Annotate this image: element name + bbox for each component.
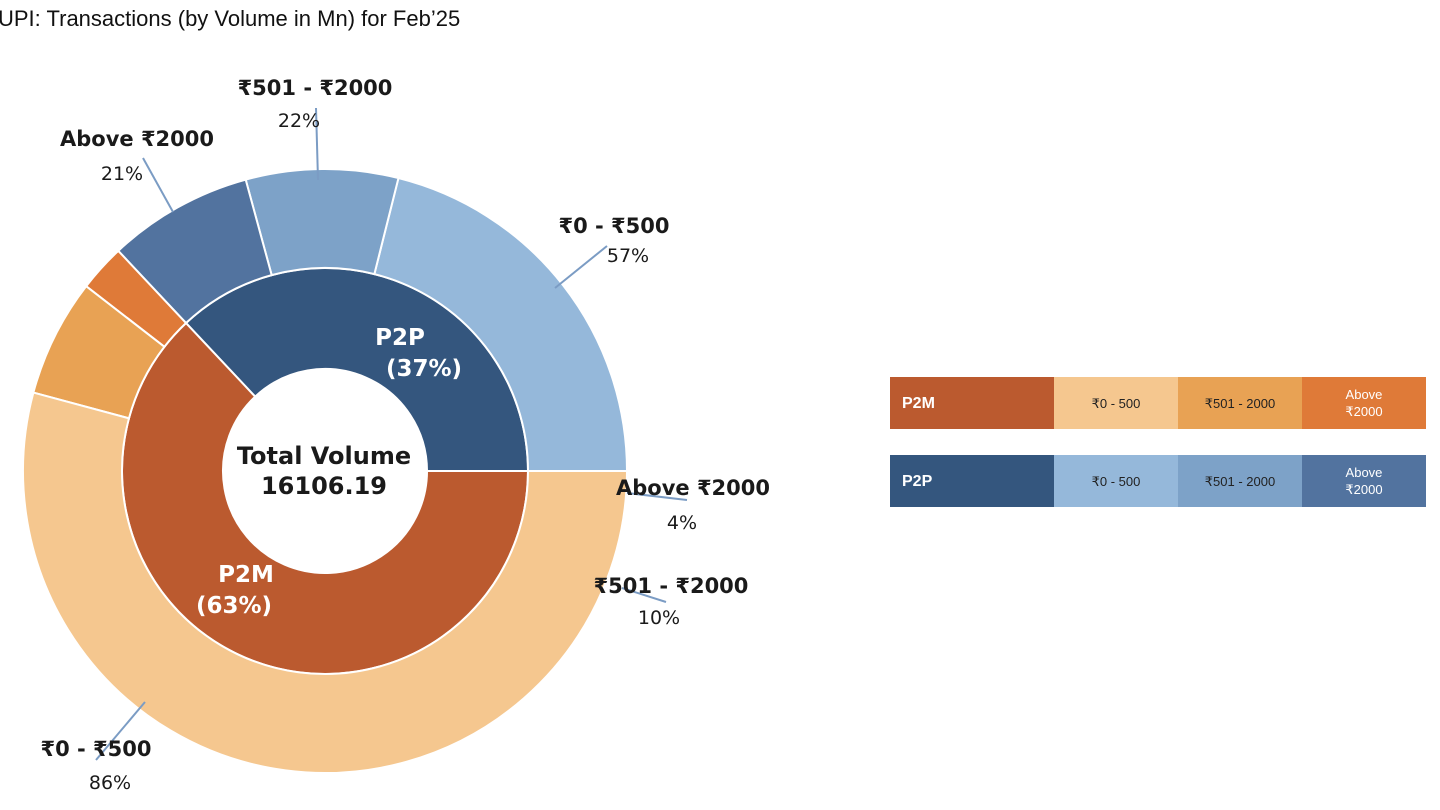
leader-line-p2m-501-2000	[621, 587, 667, 603]
outer-label-p2p-above-2000: Above ₹2000	[60, 127, 214, 151]
outer-label-p2m-0-500: ₹0 - ₹500	[40, 737, 151, 761]
leader-line-p2m-0-500	[95, 701, 146, 761]
inner-label-p2m: P2M	[218, 562, 274, 588]
center-total: 16106.19	[261, 472, 387, 500]
outer-slice-p2p-0-500	[373, 176, 629, 472]
outer-pct-p2m-above-2000: 4%	[667, 512, 697, 534]
inner-label-p2p: P2P	[375, 325, 425, 351]
chart-title: UPI: Transactions (by Volume in Mn) for …	[0, 6, 461, 31]
legend-head-p2p: P2P	[890, 455, 1054, 507]
leader-line-p2p-0-500	[554, 245, 608, 289]
legend-row-p2m: P2M ₹0 - 500 ₹501 - 2000 Above ₹2000	[890, 377, 1426, 429]
outer-pct-p2m-0-500: 86%	[89, 772, 131, 794]
inner-pct-p2m: (63%)	[196, 593, 272, 619]
outer-label-p2m-501-2000: ₹501 - ₹2000	[594, 574, 749, 598]
leader-line-p2p-above-2000	[142, 157, 174, 213]
legend-cell-p2p-501-2000: ₹501 - 2000	[1178, 455, 1302, 507]
legend-row-p2p: P2P ₹0 - 500 ₹501 - 2000 Above ₹2000	[890, 455, 1426, 507]
outer-pct-p2p-above-2000: 21%	[101, 163, 143, 185]
outer-label-p2p-0-500: ₹0 - ₹500	[558, 214, 669, 238]
legend-cell-p2p-above-2000: Above ₹2000	[1302, 455, 1426, 507]
leader-line-p2m-above-2000	[626, 492, 688, 501]
legend-head-p2m: P2M	[890, 377, 1054, 429]
legend-cell-p2m-above-2000: Above ₹2000	[1302, 377, 1426, 429]
outer-slice-p2m-0-500	[22, 391, 629, 774]
outer-label-p2m-above-2000: Above ₹2000	[616, 476, 770, 500]
inner-pct-p2p: (37%)	[386, 356, 462, 382]
legend-cell-p2m-501-2000: ₹501 - 2000	[1178, 377, 1302, 429]
center-label: Total Volume	[237, 442, 411, 470]
legend-cell-p2m-0-500: ₹0 - 500	[1054, 377, 1178, 429]
outer-slice-p2p-501-2000	[244, 168, 400, 277]
outer-pct-p2p-501-2000: 22%	[278, 110, 320, 132]
outer-pct-p2p-0-500: 57%	[607, 245, 649, 267]
outer-label-p2p-501-2000: ₹501 - ₹2000	[238, 76, 393, 100]
legend-cell-p2p-0-500: ₹0 - 500	[1054, 455, 1178, 507]
leader-line-p2p-501-2000	[315, 107, 319, 181]
outer-pct-p2m-501-2000: 10%	[638, 607, 680, 629]
